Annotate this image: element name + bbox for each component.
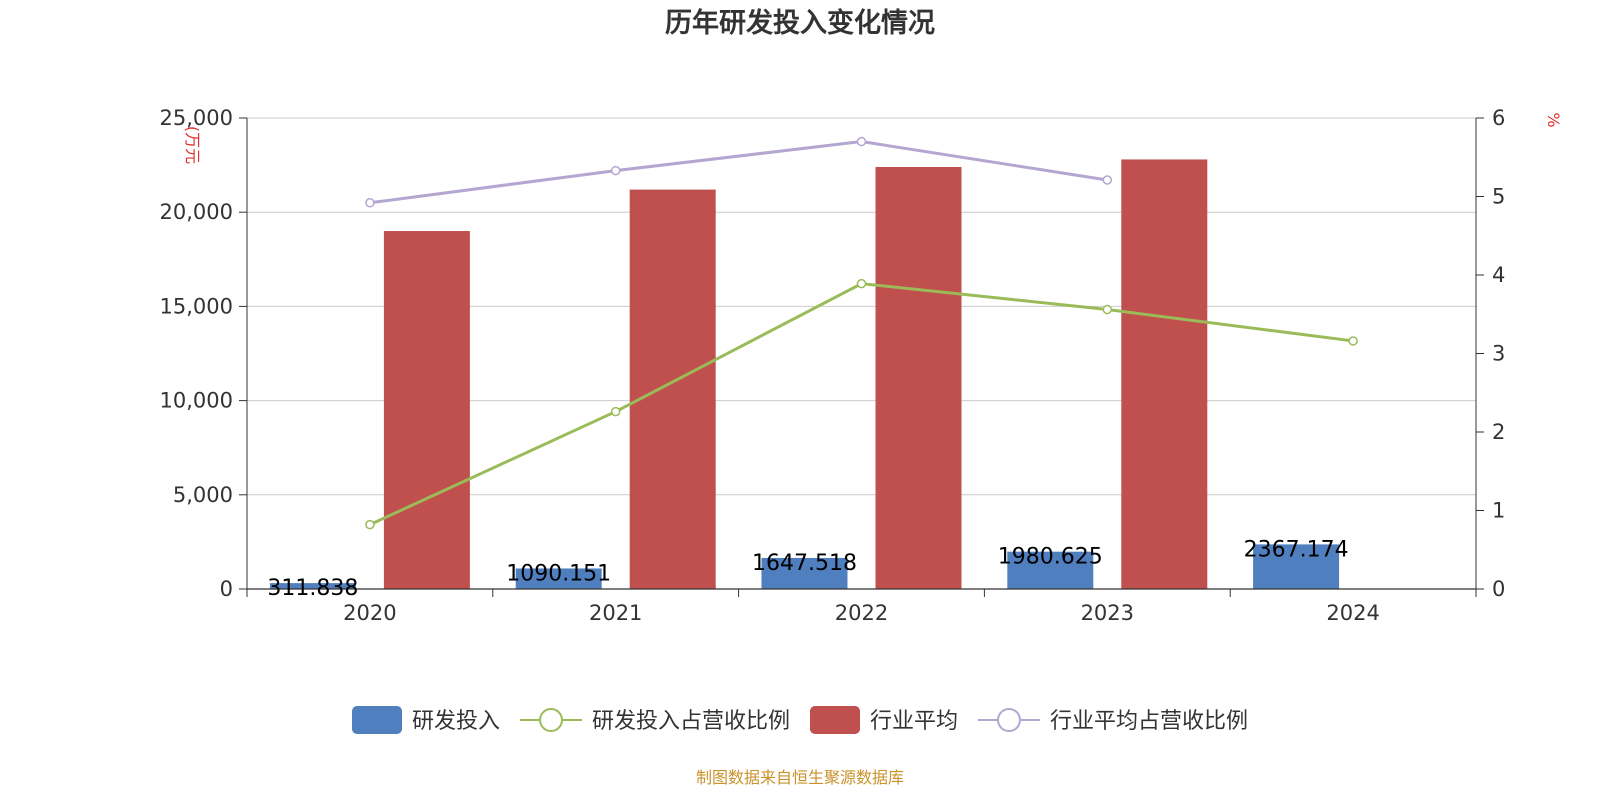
line-point [1348, 336, 1358, 346]
data-labels: 311.838 1090.151 1647.518 1980.625 2367.174 [267, 537, 1348, 601]
left-axis-tick-label: 0 [220, 577, 233, 601]
x-axis-tick-label: 2023 [1081, 601, 1134, 625]
line-point [856, 278, 867, 289]
line-point [856, 136, 867, 147]
bar-data-label: 311.838 [267, 576, 358, 601]
legend-label: 研发投入 [412, 709, 500, 734]
right-axis-tick-label: 2 [1492, 420, 1505, 444]
legend-swatch [810, 706, 860, 734]
right-axis-tick-label: 1 [1492, 499, 1505, 523]
legend-label: 行业平均 [870, 709, 958, 734]
axes: 0 5,000 10,000 15,000 20,000 25,000 0 1 2 3 4 5 6 202… [160, 106, 1506, 625]
x-axis-tick-label: 2021 [589, 601, 642, 625]
series-line [369, 140, 1108, 205]
right-axis-unit: % [1544, 112, 1563, 127]
bar [269, 583, 356, 589]
left-axis-tick-label: 25,000 [160, 106, 233, 130]
line-point [1102, 304, 1113, 315]
legend-item: 研发投入 [352, 706, 500, 734]
bar-data-label: 1090.151 [506, 561, 611, 586]
bar [1253, 544, 1340, 589]
line-point [365, 519, 375, 530]
left-axis-tick-label: 5,000 [173, 483, 233, 507]
bar [1121, 159, 1208, 589]
legend-item: 行业平均占营收比例 [978, 708, 1248, 734]
line-layer [365, 136, 1358, 530]
chart-title: 历年研发投入变化情况 [665, 7, 935, 39]
bar [1007, 551, 1094, 589]
bar [761, 557, 848, 589]
x-axis-tick-label: 2024 [1326, 601, 1379, 625]
left-axis-tick-label: 20,000 [160, 200, 233, 224]
line-point [365, 198, 375, 208]
right-axis-tick-label: 0 [1492, 577, 1505, 601]
legend-label: 研发投入占营收比例 [592, 709, 790, 734]
legend-label: 行业平均占营收比例 [1050, 709, 1248, 734]
source-note: 制图数据来自恒生聚源数据库 [696, 768, 904, 787]
left-axis-tick-label: 15,000 [160, 294, 233, 318]
line-point [610, 165, 621, 176]
left-axis-tick-label: 10,000 [160, 389, 233, 413]
line-point [1102, 175, 1113, 185]
x-axis-tick-label: 2022 [835, 601, 888, 625]
legend-swatch-marker [997, 708, 1021, 732]
bar [383, 231, 470, 590]
bar [875, 166, 962, 589]
bar-data-label: 1980.625 [998, 545, 1103, 570]
bar-layer [269, 159, 1340, 590]
legend-swatch-marker [539, 708, 563, 732]
x-axis-tick-label: 2020 [343, 601, 396, 625]
legend-item: 研发投入占营收比例 [520, 708, 790, 734]
bar [515, 568, 602, 589]
right-axis-tick-label: 4 [1492, 263, 1505, 287]
legend: 研发投入 研发投入占营收比例 行业平均 行业平均占营收比例 [352, 706, 1248, 734]
legend-item: 行业平均 [810, 706, 958, 734]
right-axis-tick-label: 6 [1492, 106, 1505, 130]
bar [629, 189, 716, 590]
left-axis-unit: (万元 [183, 126, 202, 164]
bar-data-label: 1647.518 [752, 551, 857, 576]
right-axis-tick-label: 3 [1492, 342, 1505, 366]
right-axis-tick-label: 5 [1492, 185, 1505, 209]
bar-data-label: 2367.174 [1244, 537, 1349, 562]
legend-swatch [352, 706, 402, 734]
line-point [610, 406, 621, 417]
